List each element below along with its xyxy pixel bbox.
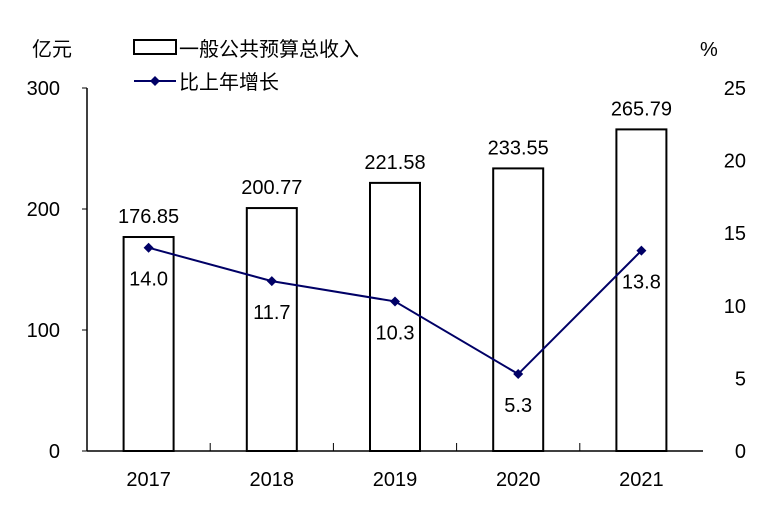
line-data-label: 11.7: [253, 302, 290, 324]
bar: [492, 167, 545, 452]
left-tick-label: 0: [49, 441, 60, 463]
legend-bar-label: 一般公共预算总收入: [179, 38, 359, 61]
bar: [245, 207, 298, 452]
bar: [615, 128, 668, 452]
bar-data-label: 176.85: [118, 206, 179, 228]
legend: 一般公共预算总收入 比上年增长: [133, 38, 359, 94]
line-data-label: 14.0: [129, 269, 168, 291]
x-tick-label: 2021: [619, 469, 664, 491]
right-tick-label: 25: [724, 78, 746, 100]
growth-point: [636, 245, 647, 256]
line-data-label: 10.3: [376, 322, 415, 344]
right-tick-label: 10: [724, 296, 746, 318]
bar-data-label: 265.79: [611, 98, 672, 120]
bar-data-label: 200.77: [241, 177, 302, 199]
right-tick-label: 0: [735, 441, 746, 463]
x-tick-label: 2020: [496, 469, 541, 491]
left-tick-label: 100: [27, 320, 60, 342]
bar: [369, 181, 421, 452]
legend-line-marker: [150, 76, 160, 86]
left-tick-label: 200: [27, 199, 60, 221]
right-tick-label: 5: [735, 368, 746, 390]
left-axis-unit: 亿元: [32, 38, 72, 61]
line-data-label: 5.3: [504, 395, 532, 417]
right-tick-label: 15: [724, 223, 746, 245]
x-tick-label: 2018: [250, 469, 295, 491]
growth-point: [390, 296, 400, 307]
legend-bar-swatch: [133, 39, 177, 55]
growth-point: [266, 276, 277, 287]
growth-point: [143, 242, 154, 253]
bar-data-label: 221.58: [364, 152, 425, 174]
bar: [122, 236, 175, 452]
left-tick-label: 300: [27, 78, 60, 100]
x-tick-label: 2017: [126, 469, 171, 491]
bar-data-label: 233.55: [488, 137, 549, 159]
legend-line-label: 比上年增长: [179, 71, 279, 94]
growth-point: [513, 369, 524, 380]
line-data-label: 13.8: [622, 272, 661, 294]
right-tick-label: 20: [724, 151, 746, 173]
x-tick-label: 2019: [373, 469, 418, 491]
right-axis-unit: %: [700, 39, 718, 61]
